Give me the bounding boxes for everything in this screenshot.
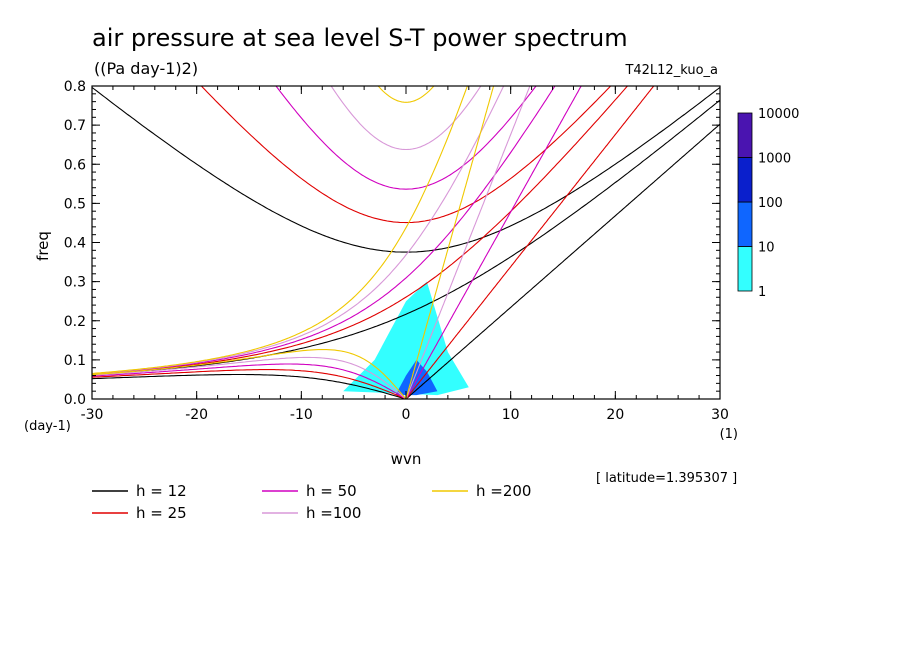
latitude-note: [ latitude=1.395307 ] [596, 471, 737, 486]
contour-level-10 [395, 359, 438, 396]
colorbar-label: 1 [758, 285, 766, 300]
y-unit-label: (day-1) [24, 419, 71, 434]
chart-subtitle: ((Pa day-1)2) [94, 59, 198, 78]
colorbar-swatch [737, 157, 753, 203]
x-tick-label: -20 [185, 407, 208, 423]
x-axis-ticks: -30 -20 -10 0 10 20 30 [81, 86, 729, 423]
x-tick-label: 10 [502, 407, 520, 423]
dispersion-curve [92, 86, 582, 399]
y-tick-label: 0.5 [64, 196, 86, 212]
y-tick-label: 0.7 [64, 118, 86, 134]
x-tick-label: -30 [81, 407, 104, 423]
y-axis-label: freq [34, 231, 52, 261]
colorbar-swatch [737, 112, 753, 158]
x-axis-label: wvn [391, 450, 422, 468]
y-axis-ticks: 0.0 0.1 0.2 0.3 0.4 0.5 0.6 0.7 0.8 [64, 79, 720, 408]
legend: h = 12 h = 25 h = 50 h =100 h =200 [92, 482, 531, 522]
chart-title: air pressure at sea level S-T power spec… [92, 24, 628, 52]
colorbar: 1 10 100 1000 10000 [737, 107, 799, 300]
dispersion-curve [92, 86, 720, 399]
legend-label: h =100 [306, 504, 361, 522]
x-tick-label: 20 [606, 407, 624, 423]
colorbar-label: 1000 [758, 152, 791, 167]
y-tick-label: 0.1 [64, 353, 86, 369]
dispersion-curves [92, 86, 720, 399]
dispersion-curve [92, 86, 531, 399]
y-tick-label: 0.3 [64, 275, 86, 291]
spectrum-contours [343, 281, 469, 396]
y-tick-label: 0.8 [64, 79, 86, 95]
x-unit-label: (1) [720, 427, 738, 442]
x-tick-label: 0 [402, 407, 411, 423]
y-tick-label: 0.0 [64, 392, 86, 408]
colorbar-swatch [737, 201, 753, 247]
run-label: T42L12_kuo_a [624, 63, 718, 78]
legend-label: h = 50 [306, 482, 357, 500]
colorbar-label: 10 [758, 241, 775, 256]
legend-label: h = 12 [136, 482, 187, 500]
y-tick-label: 0.2 [64, 314, 86, 330]
colorbar-label: 10000 [758, 107, 799, 122]
y-tick-label: 0.6 [64, 157, 86, 173]
legend-label: h =200 [476, 482, 531, 500]
x-tick-label: 30 [711, 407, 729, 423]
colorbar-label: 100 [758, 196, 783, 211]
dispersion-curve [92, 86, 655, 399]
legend-label: h = 25 [136, 504, 187, 522]
dispersion-curve [92, 86, 495, 399]
colorbar-swatch [737, 246, 753, 292]
x-tick-label: -10 [290, 407, 313, 423]
y-tick-label: 0.4 [64, 236, 86, 252]
